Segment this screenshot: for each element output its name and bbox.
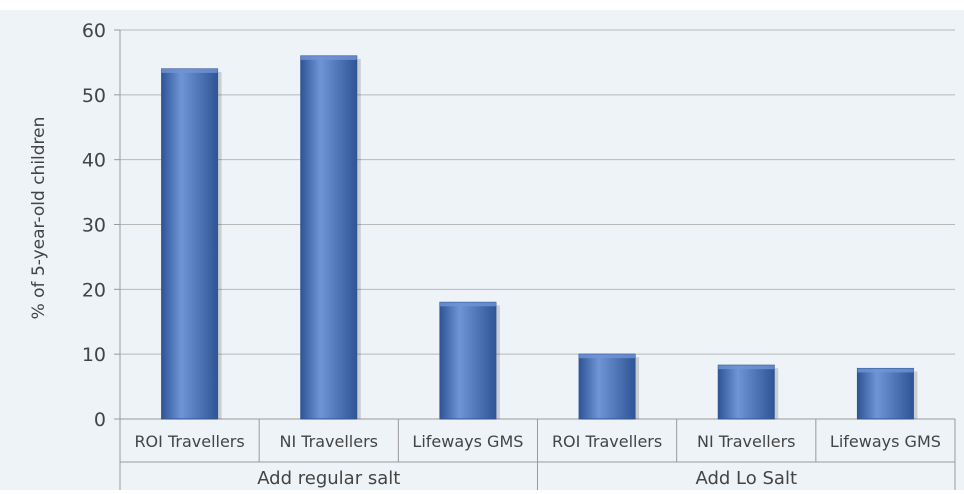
y-tick-label: 50 — [82, 85, 106, 107]
category-label: NI Travellers — [697, 432, 796, 451]
bar — [439, 301, 497, 420]
bar-top — [161, 68, 218, 73]
gridlines — [120, 29, 955, 355]
category-label: Lifeways GMS — [830, 432, 941, 451]
bar — [856, 367, 914, 420]
bar — [161, 68, 219, 420]
category-label: ROI Travellers — [552, 432, 662, 451]
y-tick-label: 20 — [82, 279, 106, 301]
group-label: Add Lo Salt — [695, 468, 797, 489]
category-label: ROI Travellers — [134, 432, 244, 451]
bar-top — [579, 354, 636, 359]
group-label: Add regular salt — [257, 468, 400, 489]
y-tick-label: 30 — [82, 215, 106, 237]
bar-top — [300, 55, 357, 60]
labels: 0 10 20 30 40 50 60 ROI Travellers NI Travellers… — [82, 20, 941, 489]
bar-top — [718, 365, 775, 370]
bar — [578, 353, 636, 420]
category-label: Lifeways GMS — [412, 432, 523, 451]
y-axis-label: % of 5-year-old children — [29, 117, 49, 320]
axes — [114, 29, 956, 490]
bar-top — [857, 368, 914, 373]
category-label: NI Travellers — [279, 432, 378, 451]
y-tick-label: 60 — [82, 20, 106, 42]
bar — [300, 55, 358, 420]
bars — [161, 55, 918, 420]
y-tick-label: 10 — [82, 344, 106, 366]
bar — [717, 364, 775, 420]
bar-top — [439, 302, 496, 307]
y-tick-label: 40 — [82, 150, 106, 172]
y-tick-label: 0 — [94, 409, 106, 431]
